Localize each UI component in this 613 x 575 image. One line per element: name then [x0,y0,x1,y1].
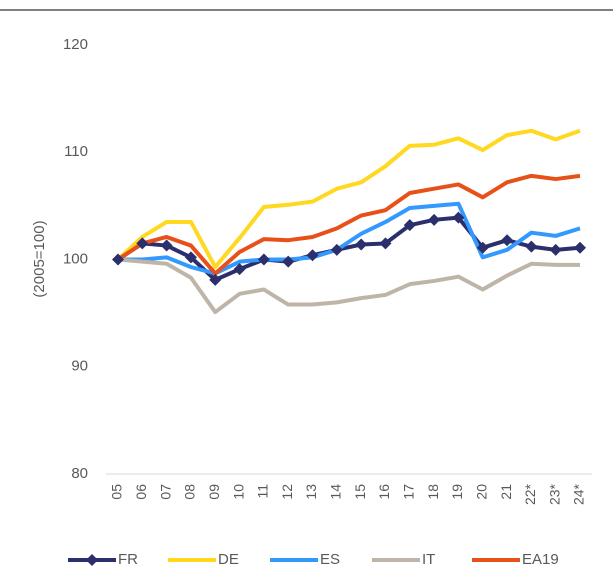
point-marker [330,243,343,256]
x-tick-label: 08 [182,484,198,500]
x-tick-label: 12 [279,484,295,500]
point-marker [403,219,416,232]
x-tick-label: 05 [109,484,125,500]
x-tick-label: 23* [546,483,562,505]
point-marker [209,273,222,286]
x-tick-label: 10 [230,484,246,500]
x-tick-label: 13 [303,484,319,500]
point-marker [257,253,270,266]
point-marker [549,243,562,256]
point-marker [282,255,295,268]
x-tick-label: 09 [206,484,222,500]
point-marker [428,213,441,226]
point-marker [233,263,246,276]
point-marker [112,253,124,266]
legend-label: EA19 [522,551,559,568]
legend-label: FR [118,551,138,568]
point-marker [452,211,465,224]
point-marker [136,237,149,250]
x-tick-label: 21 [498,484,514,500]
y-tick-label: 90 [71,358,88,375]
x-tick-label: 16 [376,484,392,500]
point-marker [476,241,489,254]
point-marker [525,240,538,253]
legend-label: DE [218,551,239,568]
legend-label: ES [320,551,340,568]
point-marker [379,237,392,250]
x-tick-label: 11 [255,484,271,499]
point-marker [501,234,514,247]
point-marker [306,249,319,262]
x-tick-label: 06 [133,484,149,500]
x-tick-label: 20 [473,484,489,500]
point-marker [184,251,197,264]
x-tick-label: 22* [522,483,538,505]
y-tick-label: 110 [64,143,88,160]
x-tick-label: 24* [571,483,587,505]
legend-marker [86,554,98,566]
series-line [116,173,581,276]
y-axis-label: (2005=100) [31,220,48,297]
y-tick-label: 120 [63,36,88,53]
x-tick-label: 17 [400,484,416,500]
x-tick-label: 19 [449,484,465,500]
series-line [116,128,581,270]
legend-label: IT [422,551,435,568]
point-marker [574,241,586,254]
y-tick-label: 80 [71,465,88,482]
series-line [117,257,580,315]
point-marker [355,238,368,251]
x-tick-label: 07 [157,484,173,500]
y-tick-label: 100 [63,250,88,267]
series-line [118,201,581,276]
x-tick-label: 14 [328,484,344,500]
x-tick-label: 18 [425,484,441,500]
x-tick-label: 15 [352,484,368,500]
point-marker [160,239,173,252]
